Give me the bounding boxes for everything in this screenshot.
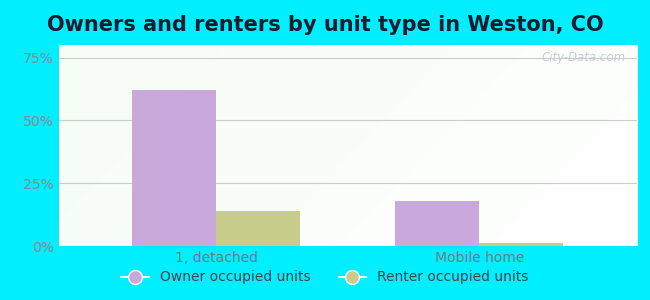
Bar bbox=[395, 201, 479, 246]
Text: Owners and renters by unit type in Weston, CO: Owners and renters by unit type in Westo… bbox=[47, 15, 603, 35]
Text: City-Data.com: City-Data.com bbox=[541, 51, 625, 64]
Legend: Owner occupied units, Renter occupied units: Owner occupied units, Renter occupied un… bbox=[116, 265, 534, 290]
Bar bbox=[479, 244, 564, 246]
Bar bbox=[216, 211, 300, 246]
Bar bbox=[132, 90, 216, 246]
